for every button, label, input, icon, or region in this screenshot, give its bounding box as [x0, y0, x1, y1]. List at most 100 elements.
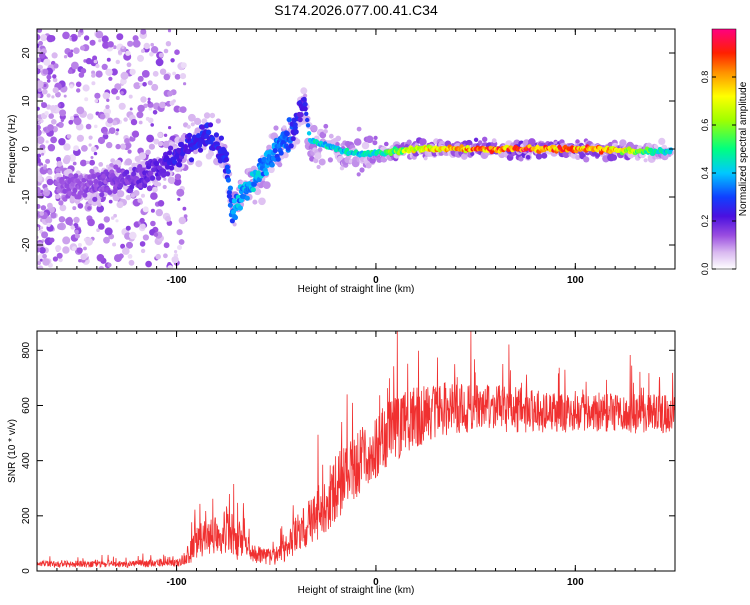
spectrogram-halo-cell [128, 166, 133, 172]
spectrogram-noise-cell [158, 52, 164, 58]
spectrogram-noise-cell [57, 121, 64, 128]
spectrogram-noise-cell [83, 246, 87, 251]
spectrogram-ridge-cell [286, 117, 292, 123]
spectrogram-halo-cell [186, 124, 191, 129]
spectrogram-halo-cell [541, 152, 548, 159]
spectrogram-noise-cell [131, 130, 140, 138]
spectrogram-noise-cell [89, 159, 95, 166]
spectrogram-noise-cell [150, 46, 159, 54]
spectrogram-halo-cell [406, 139, 412, 145]
spectrogram-ridge-cell [73, 173, 79, 179]
spectrogram-ridge-cell [306, 131, 312, 136]
spectrogram-ridge-cell [186, 132, 193, 138]
spectrogram-noise-cell [176, 229, 183, 236]
spectrogram-halo-cell [328, 133, 334, 139]
spectrogram-ridge-cell [99, 192, 105, 198]
spectrogram-noise-cell [56, 123, 60, 127]
spectrogram-noise-cell [89, 39, 96, 46]
colorbar-ticks: 0.0 0.2 0.4 0.6 0.8 [700, 71, 736, 275]
spectrogram-noise-cell [182, 206, 187, 211]
spectrogram-noise-cell [67, 69, 73, 74]
spectrogram-noise-cell [86, 113, 94, 120]
spectrogram-noise-cell [151, 83, 159, 91]
spectrogram-halo-cell [478, 140, 483, 145]
spectrogram-noise-cell [112, 45, 117, 50]
spectrogram-noise-cell [51, 95, 55, 99]
spectrogram-noise-cell [45, 158, 51, 164]
spectrogram-noise-cell [152, 186, 158, 193]
spectrogram-noise-cell [77, 33, 82, 38]
spectrogram-halo-cell [353, 138, 362, 146]
spectrogram-noise-cell [149, 52, 154, 57]
spectrogram-ridge-cell [305, 117, 310, 123]
spectrogram-noise-cell [112, 242, 117, 247]
spectrogram-noise-cell [46, 93, 51, 98]
colorbar: 0.0 0.2 0.4 0.6 0.8 Normalized spectral ampl… [700, 28, 749, 275]
spectrogram-noise-cell [120, 91, 124, 95]
spectrogram-noise-cell [45, 216, 53, 224]
spectrogram-noise-cell [71, 246, 77, 252]
spectrogram-noise-cell [93, 151, 98, 156]
spectrogram-halo-cell [110, 158, 116, 164]
spectrogram-ridge-cell [145, 177, 151, 183]
spectrogram-noise-cell [122, 247, 130, 255]
spectrogram-noise-cell [116, 33, 124, 41]
spectrogram-noise-cell [51, 119, 57, 125]
snr-ytick-label: 0 [21, 568, 32, 574]
spectrogram-ridge-cell [305, 123, 311, 128]
spectrogram-noise-cell [174, 73, 181, 80]
colorbar-tick-label: 0.2 [700, 215, 710, 228]
spectrogram-halo-cell [141, 193, 145, 198]
spectrogram-noise-cell [140, 29, 147, 35]
spectrogram-noise-cell [79, 29, 84, 33]
spectrogram-noise-cell [55, 245, 62, 252]
spectrogram-noise-cell [45, 140, 49, 144]
spectrogram-noise-cell [49, 105, 57, 112]
spectrogram-halo-cell [619, 139, 627, 147]
snr-ytick-label: 800 [21, 342, 32, 359]
spectrogram-noise-cell [44, 111, 49, 116]
spectrogram-noise-cell [94, 92, 101, 99]
snr-ytick-label: 600 [21, 397, 32, 414]
spectrogram-noise-cell [159, 68, 167, 75]
spectrogram-ridge-cell [275, 156, 281, 162]
spectrogram-noise-cell [37, 260, 42, 266]
spectrogram-noise-cell [140, 96, 147, 103]
spectrogram-ridge-cell [113, 164, 119, 170]
spectrogram-halo-cell [192, 149, 198, 155]
spectrogram-noise-cell [116, 128, 120, 132]
spectrogram-noise-cell [115, 59, 121, 65]
spectrogram-halo-cell [201, 145, 207, 151]
spectrogram-noise-cell [105, 68, 113, 77]
spectrogram-ridge-cell [124, 169, 130, 175]
spectrogram-noise-cell [58, 216, 66, 223]
spectrogram-noise-cell [108, 76, 113, 81]
spectrogram-noise-cell [163, 48, 169, 54]
spectrogram-noise-cell [42, 88, 48, 95]
spectrogram-ridge-cell [231, 198, 237, 204]
spectrogram-noise-cell [102, 92, 111, 100]
spectrogram-ridge-cell [232, 214, 238, 221]
spectrogram-noise-cell [143, 42, 150, 50]
spectrogram-ridge-cell [244, 195, 250, 201]
spectrogram-ridge-cell [205, 129, 212, 135]
spectrogram-ridge-cell [151, 167, 157, 173]
spectrogram-noise-cell [110, 216, 115, 220]
spectrogram-halo-cell [267, 166, 275, 174]
spectrogram-noise-cell [90, 156, 94, 159]
spectrogram-halo-cell [201, 118, 208, 125]
spectrogram-noise-cell [38, 52, 46, 59]
spectrogram-noise-cell [106, 141, 113, 149]
spectrogram-noise-cell [174, 250, 178, 254]
spectrogram-noise-cell [150, 42, 154, 47]
spectrogram-noise-cell [167, 90, 173, 97]
spectrogram-noise-cell [155, 58, 164, 67]
spectrogram-noise-cell [180, 62, 187, 69]
spectrogram-noise-cell [56, 252, 63, 259]
spectrogram-noise-cell [112, 120, 118, 126]
spectrogram-halo-cell [491, 138, 497, 144]
spectrogram-ridge-cell [229, 218, 235, 224]
spectrogram-halo-cell [318, 158, 326, 166]
spectrogram-halo-cell [610, 154, 618, 161]
spectrogram-noise-cell [101, 63, 108, 70]
